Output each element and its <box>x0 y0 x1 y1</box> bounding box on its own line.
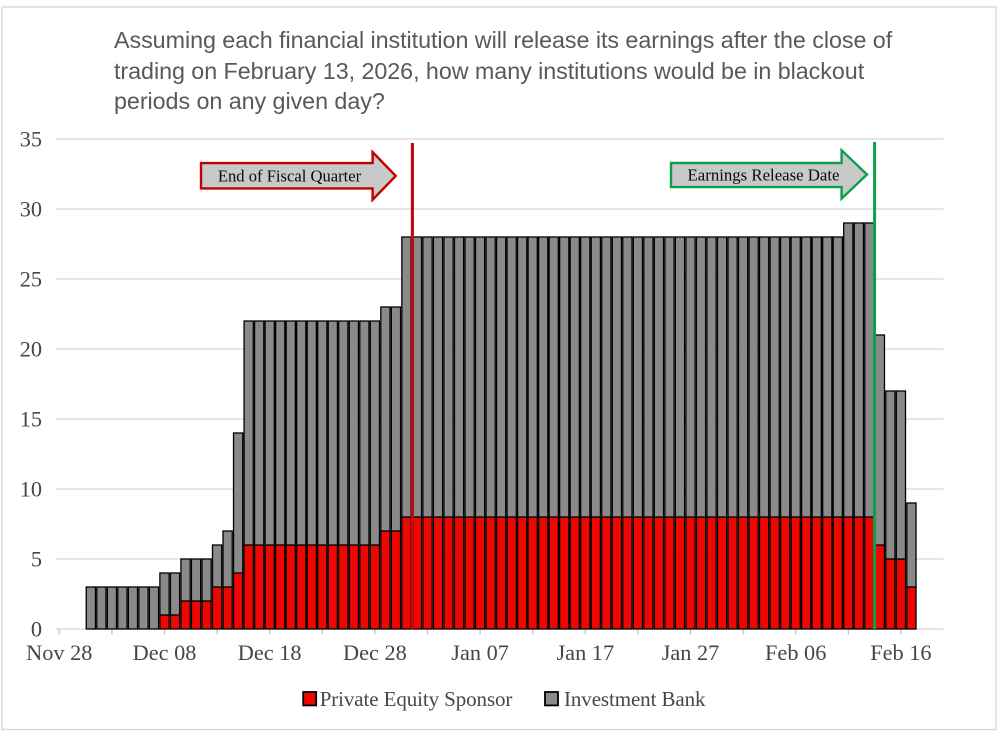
svg-text:Feb 16: Feb 16 <box>870 640 931 665</box>
svg-text:End of Fiscal Quarter: End of Fiscal Quarter <box>218 167 362 186</box>
svg-text:15: 15 <box>20 406 42 431</box>
svg-text:35: 35 <box>20 126 42 151</box>
svg-text:Jan 07: Jan 07 <box>451 640 509 665</box>
svg-text:10: 10 <box>20 476 42 501</box>
svg-text:0: 0 <box>31 616 42 641</box>
svg-text:Feb 06: Feb 06 <box>765 640 826 665</box>
svg-text:20: 20 <box>20 336 42 361</box>
svg-text:Dec 08: Dec 08 <box>133 640 197 665</box>
svg-text:Dec 18: Dec 18 <box>238 640 302 665</box>
svg-text:Dec 28: Dec 28 <box>343 640 407 665</box>
svg-text:5: 5 <box>31 546 42 571</box>
svg-text:Jan 17: Jan 17 <box>557 640 615 665</box>
svg-text:Private Equity Sponsor: Private Equity Sponsor <box>320 687 513 711</box>
svg-text:Investment Bank: Investment Bank <box>564 687 706 711</box>
svg-text:30: 30 <box>20 196 42 221</box>
svg-text:25: 25 <box>20 266 42 291</box>
svg-text:Nov 28: Nov 28 <box>26 640 92 665</box>
svg-text:Jan 27: Jan 27 <box>662 640 720 665</box>
svg-text:Earnings Release Date: Earnings Release Date <box>688 166 840 185</box>
